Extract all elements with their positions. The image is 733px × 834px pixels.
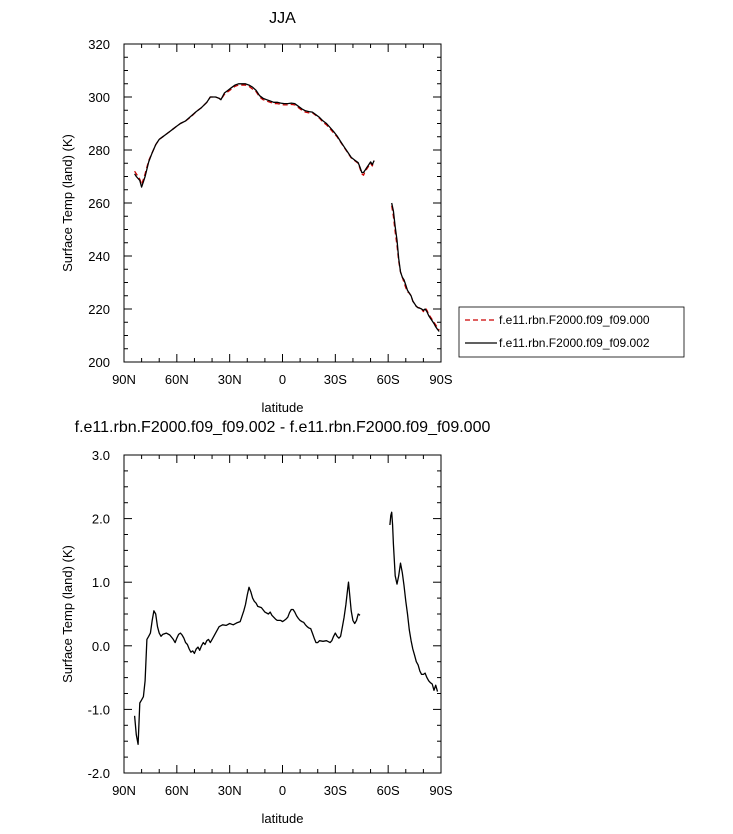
y-tick-label: 3.0 xyxy=(92,448,110,463)
plot-frame xyxy=(123,454,442,774)
y-tick-label: 300 xyxy=(88,90,110,105)
y-tick-label: -1.0 xyxy=(88,702,110,717)
x-tick-label: 90N xyxy=(112,783,136,798)
x-tick-label: 90N xyxy=(112,372,136,387)
x-tick-label: 60N xyxy=(165,372,189,387)
series-line-1-segment-1 xyxy=(134,84,375,186)
y-axis-label: Surface Temp (land) (K) xyxy=(60,545,75,683)
series-line-2-segment-2 xyxy=(391,202,440,332)
y-tick-label: 200 xyxy=(88,355,110,370)
x-tick-label: 60S xyxy=(377,372,400,387)
chart-title: f.e11.rbn.F2000.f09_f09.002 - f.e11.rbn.… xyxy=(75,419,491,436)
y-tick-label: 1.0 xyxy=(92,575,110,590)
legend-box xyxy=(458,306,685,358)
x-axis-label: latitude xyxy=(262,811,304,826)
x-axis-label: latitude xyxy=(262,400,304,415)
legend: f.e11.rbn.F2000.f09_f09.000 f.e11.rbn.F20… xyxy=(458,306,685,358)
x-tick-label: 30N xyxy=(218,372,242,387)
x-tick-label: 90S xyxy=(429,783,452,798)
y-tick-label: 260 xyxy=(88,196,110,211)
x-tick-label: 30S xyxy=(324,372,347,387)
series-line-2-segment-1 xyxy=(134,83,375,188)
y-tick-label: 220 xyxy=(88,302,110,317)
plot-frame xyxy=(123,43,442,363)
x-tick-label: 60S xyxy=(377,783,400,798)
y-tick-label: 0.0 xyxy=(92,639,110,654)
chart-title: JJA xyxy=(269,10,296,27)
y-tick-label: 320 xyxy=(88,37,110,52)
series-line-1-segment-2 xyxy=(391,205,440,331)
x-tick-label: 0 xyxy=(279,372,286,387)
y-tick-label: 280 xyxy=(88,143,110,158)
y-tick-label: -2.0 xyxy=(88,766,110,781)
y-axis-label: Surface Temp (land) (K) xyxy=(60,134,75,272)
y-tick-label: 240 xyxy=(88,249,110,264)
x-tick-label: 30N xyxy=(218,783,242,798)
chart-panel-2: f.e11.rbn.F2000.f09_f09.002 - f.e11.rbn.… xyxy=(60,419,490,826)
x-tick-label: 0 xyxy=(279,783,286,798)
x-tick-label: 30S xyxy=(324,783,347,798)
y-tick-label: 2.0 xyxy=(92,512,110,527)
series-line-1-segment-2 xyxy=(389,511,439,692)
legend-entry-label: f.e11.rbn.F2000.f09_f09.002 xyxy=(499,336,650,350)
series-line-1-segment-1 xyxy=(133,581,361,746)
chart-panel-1: JJA latitude Surface Temp (land) (K) 90N 60N… xyxy=(60,10,685,415)
x-tick-label: 60N xyxy=(165,783,189,798)
x-tick-label: 90S xyxy=(429,372,452,387)
legend-entry-label: f.e11.rbn.F2000.f09_f09.000 xyxy=(499,313,650,327)
